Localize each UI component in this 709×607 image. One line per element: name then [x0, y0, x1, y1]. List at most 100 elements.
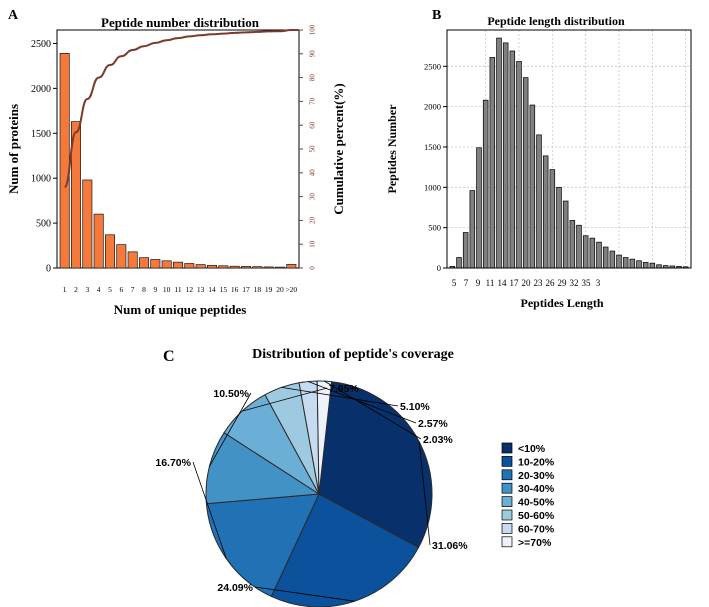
chart-b-ytick-2000: 2000: [424, 102, 441, 112]
chart-b-xtick-1: 7: [464, 278, 469, 288]
chart-a-ytick-0: 0: [46, 264, 51, 275]
chart-c-legend-label-3: 30-40%: [518, 483, 555, 495]
chart-a-xtick-14: 14: [208, 285, 216, 294]
chart-a-xtick-2: 2: [74, 285, 78, 294]
chart-a-xtick-1: 1: [63, 285, 67, 294]
chart-a-bar-11: [173, 261, 183, 269]
chart-b-xtick-3: 11: [486, 278, 495, 288]
chart-a-bar-16: [229, 265, 240, 269]
chart-b-ytick-2500: 2500: [424, 61, 441, 71]
chart-b-xtick-12: 3: [596, 278, 601, 288]
chart-c-legend-swatch-7: [501, 536, 513, 548]
chart-a-xtick-15: 15: [220, 285, 228, 294]
chart-a-xtick-3: 3: [85, 285, 89, 294]
chart-a-y2tick-60: 60: [309, 121, 317, 129]
chart-b-x-axis: 5 7 9 11 14 17 20 23 26 29 32 35 3: [452, 278, 601, 288]
chart-a-bar-1: [59, 53, 70, 269]
chart-b-ylabel: Peptides Number: [385, 104, 399, 194]
chart-c-title: Distribution of peptide's coverage: [252, 347, 454, 362]
chart-c-value-label-6: 2.57%: [418, 418, 448, 430]
chart-a-ytick-1000: 1000: [31, 174, 51, 185]
chart-b-bar-16: [522, 77, 529, 269]
chart-c-legend-swatch-4: [501, 496, 513, 507]
chart-b-xtick-9: 29: [558, 278, 568, 288]
chart-a-bar-13: [195, 264, 206, 269]
chart-a-ylabel: Num of proteins: [6, 104, 21, 194]
chart-a-bar->20: [286, 264, 297, 269]
chart-a-y2tick-40: 40: [309, 169, 317, 177]
chart-a-bar-4: [93, 213, 104, 269]
chart-c-legend: <10%10-20% 20-30%30-40% 40-50%50-60%60-70%…: [501, 442, 555, 549]
chart-c-legend-label-4: 40-50%: [518, 497, 555, 509]
chart-a-xtick-19: 19: [265, 285, 273, 294]
chart-b-bar-11: [489, 57, 496, 269]
chart-b-bar-27: [596, 241, 602, 269]
chart-b-bar-17: [529, 104, 536, 269]
chart-a-bars: [59, 53, 297, 269]
chart-b-bar-21: [556, 186, 562, 269]
chart-a-bar-8: [139, 257, 149, 269]
chart-a-y2label: Cumulative percent(%): [331, 83, 346, 215]
chart-a-title: Peptide number distribution: [101, 15, 260, 30]
chart-a-xtick-20: 20: [276, 285, 284, 294]
chart-a-xtick-10: 10: [163, 285, 171, 294]
chart-b-xtick-4: 14: [498, 278, 508, 288]
chart-a-bar-6: [116, 244, 127, 269]
chart-c-legend-label-0: <10%: [518, 443, 546, 455]
chart-a-ytick-2000: 2000: [31, 84, 51, 95]
chart-c-leader-5: [281, 387, 399, 407]
chart-c-legend-swatch-3: [501, 482, 513, 494]
chart-c-legend-label-2: 20-30%: [518, 470, 555, 482]
chart-c-value-label-4: 7.95%: [329, 383, 359, 395]
chart-b-bar-33: [636, 260, 642, 269]
chart-a-xtick-9: 9: [153, 285, 157, 294]
chart-b-xtick-11: 35: [582, 278, 592, 288]
panel-c-letter: C: [163, 348, 175, 365]
chart-c-value-label-3: 10.50%: [213, 388, 249, 400]
chart-c-slice-1: [270, 493, 420, 607]
chart-c-leader-1: [254, 586, 355, 602]
chart-a-xtick-17: 17: [242, 285, 250, 294]
chart-a-ytick-500: 500: [36, 219, 51, 230]
chart-c-leader-2: [192, 461, 227, 559]
chart-c-legend-swatch-6: [501, 523, 513, 534]
chart-b-xtick-8: 26: [546, 278, 556, 288]
chart-b-bar-26: [589, 237, 596, 269]
chart-a-ytick-1500: 1500: [31, 129, 51, 140]
chart-b-ytick-0: 0: [437, 263, 441, 273]
chart-a-bar-10: [161, 260, 172, 269]
chart-b-bar-30: [616, 254, 622, 269]
chart-b-title: Peptide length distribution: [487, 14, 625, 28]
chart-c-leader-3: [208, 392, 252, 467]
chart-a-y2tick-90: 90: [309, 50, 317, 58]
chart-b-bar-20: [549, 169, 556, 269]
chart-b-bar-15: [516, 61, 522, 269]
chart-a-ytick-2500: 2500: [31, 39, 51, 50]
chart-c-slices: [205, 380, 433, 607]
chart-c-value-label-0: 31.06%: [432, 540, 468, 552]
chart-c-value-labels: 31.06% 24.09% 16.70% 10.50% 7.95% 5.10% 2.57% 2…: [155, 380, 468, 602]
chart-c-value-label-2: 16.70%: [155, 457, 191, 469]
panel-b-letter: B: [432, 8, 441, 23]
chart-a-bar-14: [207, 264, 217, 269]
chart-b-bar-29: [609, 250, 616, 269]
chart-c-leader-4: [242, 387, 328, 412]
chart-b-bar-22: [562, 200, 569, 269]
chart-b-bar-18: [536, 134, 542, 269]
chart-a-bar-5: [105, 234, 115, 269]
chart-b-bar-35: [649, 262, 656, 269]
chart-a-y-axis: 0 500 1000 1500 2000 2500: [31, 39, 57, 275]
chart-b-xtick-6: 20: [522, 278, 532, 288]
chart-a-xtick-16: 16: [231, 285, 239, 294]
chart-c-legend-swatch-2: [501, 469, 513, 481]
chart-a-bar-3: [82, 179, 93, 269]
chart-b-ytick-500: 500: [428, 223, 441, 233]
chart-c-legend-label-6: 60-70%: [518, 523, 555, 535]
chart-a-y2tick-80: 80: [309, 74, 317, 82]
chart-b-xtick-10: 32: [570, 278, 579, 288]
chart-c-leader-6: [307, 381, 417, 424]
chart-a-xtick-13: 13: [197, 285, 205, 294]
chart-c-legend-label-5: 50-60%: [518, 510, 555, 522]
chart-c-value-label-5: 5.10%: [400, 401, 430, 413]
